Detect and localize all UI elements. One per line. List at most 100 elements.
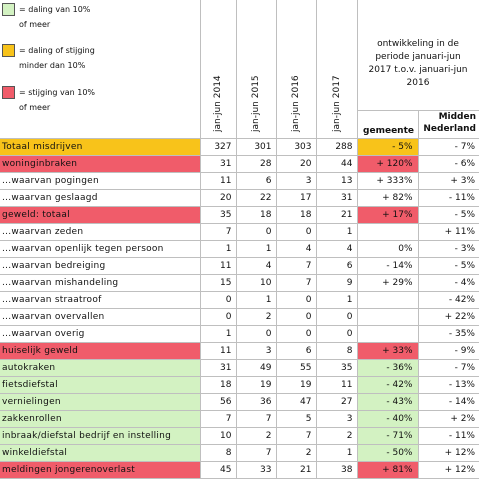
gemeente-label: gemeente <box>363 126 414 136</box>
year-value: 0 <box>235 223 276 241</box>
gemeente-change <box>356 308 418 326</box>
column-divider <box>357 0 358 110</box>
gemeente-change: - 43% <box>356 393 418 411</box>
year-column-header: jan-jun 2015 <box>236 0 277 138</box>
table-row: geweld: totaal 35 18 18 21 + 17% - 5% <box>0 206 479 224</box>
gemeente-change: + 333% <box>356 172 418 190</box>
year-value: 35 <box>199 206 236 224</box>
legend-text: = stijging van 10% of meer <box>19 88 96 112</box>
gemeente-change: + 17% <box>356 206 418 224</box>
gemeente-change: - 14% <box>356 257 418 275</box>
row-label: autokraken <box>0 359 200 377</box>
year-value: 4 <box>235 257 276 275</box>
year-value: 44 <box>315 155 357 173</box>
row-label: ...waarvan overig <box>0 325 200 343</box>
year-value: 17 <box>275 189 316 207</box>
year-value: 18 <box>275 206 316 224</box>
row-label: inbraak/diefstal bedrijf en instelling <box>0 427 200 445</box>
year-value: 1 <box>235 240 276 258</box>
year-value: 0 <box>315 325 357 343</box>
year-value: 20 <box>199 189 236 207</box>
midden-nederland-change: - 7% <box>417 139 479 156</box>
table-row: Totaal misdrijven 327 301 303 288- 5% - 7% <box>0 139 479 156</box>
table-row: ...waarvan geslaagd 20 22 17 31 + 82% - 11% <box>0 189 479 207</box>
midden-nederland-label: Midden Nederland <box>423 112 476 134</box>
table-row: ...waarvan mishandeling 15 10 7 9 + 29% - 4% <box>0 274 479 292</box>
table-row: winkeldiefstal 8 7 2 1- 50% + 12% <box>0 444 479 462</box>
midden-nederland-change: - 6% <box>417 155 479 173</box>
row-label: ...waarvan straatroof <box>0 291 200 309</box>
development-period-header: ontwikkeling in de periode januari-jun 2… <box>368 39 468 88</box>
row-label: geweld: totaal <box>0 206 200 224</box>
year-value: 7 <box>275 427 316 445</box>
midden-nederland-change: - 11% <box>417 427 479 445</box>
row-label: meldingen jongerenoverlast <box>0 461 200 479</box>
legend-swatch <box>2 3 15 16</box>
year-value: 0 <box>315 308 357 326</box>
gemeente-change: - 42% <box>356 376 418 394</box>
row-label: ...waarvan openlijk tegen persoon <box>0 240 200 258</box>
year-value: 28 <box>235 155 276 173</box>
year-value: 11 <box>199 342 236 360</box>
year-value: 11 <box>199 172 236 190</box>
year-value: 8 <box>199 444 236 462</box>
year-value: 13 <box>315 172 357 190</box>
table-row: huiselijk geweld 11 3 6 8 + 33% - 9% <box>0 342 479 360</box>
row-label: ...waarvan bedreiging <box>0 257 200 275</box>
year-value: 10 <box>235 274 276 292</box>
gemeente-change: + 29% <box>356 274 418 292</box>
year-value: 18 <box>199 376 236 394</box>
gemeente-change: + 120% <box>356 155 418 173</box>
year-value: 27 <box>315 393 357 411</box>
table-row: fietsdiefstal 18 19 19 11- 42% - 13% <box>0 376 479 394</box>
table-row: ...waarvan pogingen 11 6 3 13 + 333% + 3% <box>0 172 479 190</box>
midden-nederland-change: + 2% <box>417 410 479 428</box>
year-value: 38 <box>315 461 357 479</box>
midden-nederland-change: - 3% <box>417 240 479 258</box>
year-value: 19 <box>235 376 276 394</box>
year-column-header: jan-jun 2017 <box>316 0 358 138</box>
legend-item: = stijging van 10% of meer <box>2 85 131 115</box>
year-value: 4 <box>315 240 357 258</box>
year-value: 36 <box>235 393 276 411</box>
year-column-header: jan-jun 2014 <box>200 0 237 138</box>
year-value: 3 <box>275 172 316 190</box>
row-label: woninginbraken <box>0 155 200 173</box>
year-value: 7 <box>199 410 236 428</box>
midden-nederland-change: - 11% <box>417 189 479 207</box>
year-value: 45 <box>199 461 236 479</box>
legend-swatch <box>2 86 15 99</box>
year-value: 47 <box>275 393 316 411</box>
year-value: 4 <box>275 240 316 258</box>
year-value: 7 <box>199 223 236 241</box>
year-value: 6 <box>315 257 357 275</box>
year-value: 56 <box>199 393 236 411</box>
year-value: 0 <box>199 291 236 309</box>
year-value: 7 <box>275 274 316 292</box>
midden-nederland-change: - 5% <box>417 257 479 275</box>
row-label: ...waarvan overvallen <box>0 308 200 326</box>
table-row: autokraken 31 49 55 35- 36% - 7% <box>0 359 479 377</box>
year-value: 35 <box>315 359 357 377</box>
row-label: ...waarvan zeden <box>0 223 200 241</box>
year-value: 3 <box>315 410 357 428</box>
legend-text: = daling of stijging minder dan 10% <box>19 46 95 70</box>
legend-item: = daling van 10% of meer <box>2 2 131 32</box>
year-value: 8 <box>315 342 357 360</box>
year-value: 1 <box>235 291 276 309</box>
year-value: 7 <box>235 410 276 428</box>
table-row: zakkenrollen 7 7 5 3- 40% + 2% <box>0 410 479 428</box>
year-value: 1 <box>199 240 236 258</box>
year-value: 303 <box>275 139 316 156</box>
midden-nederland-column-header: Midden Nederland <box>418 110 479 139</box>
midden-nederland-change: - 42% <box>417 291 479 309</box>
year-value: 0 <box>275 291 316 309</box>
year-value: 288 <box>315 139 357 156</box>
row-label: ...waarvan geslaagd <box>0 189 200 207</box>
year-value: 1 <box>315 444 357 462</box>
year-value: 19 <box>275 376 316 394</box>
year-label: jan-jun 2017 <box>331 75 342 132</box>
gemeente-change: - 50% <box>356 444 418 462</box>
gemeente-change: - 71% <box>356 427 418 445</box>
